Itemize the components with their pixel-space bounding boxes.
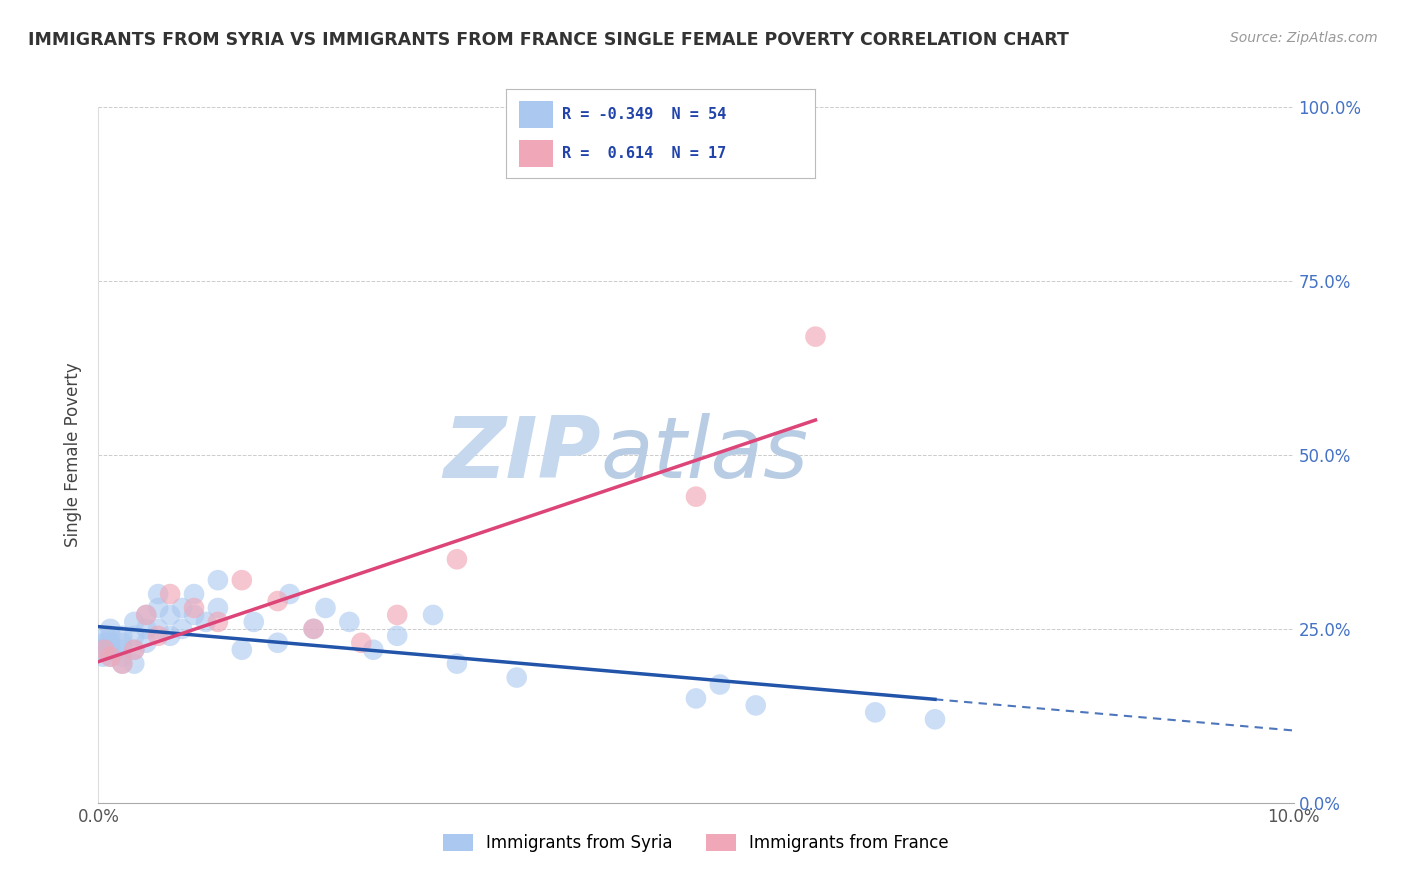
- Point: [124, 642, 146, 657]
- Point: [446, 552, 468, 566]
- Point: [302, 622, 325, 636]
- Point: [111, 649, 134, 664]
- Point: [111, 642, 134, 657]
- Point: [506, 671, 529, 685]
- Point: [94, 642, 117, 657]
- Point: [207, 615, 229, 629]
- Point: [111, 629, 134, 643]
- Point: [207, 573, 229, 587]
- Point: [195, 615, 218, 629]
- Point: [924, 712, 946, 726]
- Point: [315, 601, 337, 615]
- Point: [422, 607, 444, 622]
- Point: [865, 706, 887, 720]
- Point: [231, 573, 253, 587]
- Point: [385, 607, 409, 622]
- Point: [172, 601, 194, 615]
- Point: [350, 636, 373, 650]
- Text: ZIP: ZIP: [443, 413, 600, 497]
- Point: [148, 629, 170, 643]
- Point: [183, 607, 205, 622]
- Point: [172, 622, 194, 636]
- Point: [135, 636, 157, 650]
- Point: [159, 587, 181, 601]
- Point: [159, 629, 181, 643]
- Legend: Immigrants from Syria, Immigrants from France: Immigrants from Syria, Immigrants from F…: [434, 826, 957, 861]
- Point: [148, 622, 170, 636]
- Point: [148, 601, 170, 615]
- Text: R = -0.349  N = 54: R = -0.349 N = 54: [562, 107, 725, 121]
- Point: [159, 607, 181, 622]
- Point: [709, 677, 731, 691]
- Bar: [519, 101, 553, 128]
- Point: [97, 636, 120, 650]
- Point: [183, 587, 205, 601]
- Point: [100, 622, 122, 636]
- Point: [135, 622, 157, 636]
- Text: atlas: atlas: [600, 413, 808, 497]
- Point: [111, 657, 134, 671]
- Point: [98, 642, 121, 657]
- Point: [385, 629, 409, 643]
- Point: [124, 642, 146, 657]
- Point: [100, 649, 122, 664]
- Point: [135, 607, 157, 622]
- Point: [278, 587, 301, 601]
- Point: [302, 622, 325, 636]
- Point: [111, 636, 134, 650]
- Point: [135, 607, 157, 622]
- Point: [243, 615, 266, 629]
- Point: [100, 636, 122, 650]
- Point: [100, 649, 122, 664]
- Point: [267, 594, 290, 608]
- Point: [267, 636, 290, 650]
- Point: [91, 642, 114, 657]
- Point: [124, 657, 146, 671]
- Point: [339, 615, 360, 629]
- Point: [745, 698, 768, 713]
- Point: [93, 642, 115, 657]
- Point: [685, 490, 707, 504]
- Text: Source: ZipAtlas.com: Source: ZipAtlas.com: [1230, 31, 1378, 45]
- Y-axis label: Single Female Poverty: Single Female Poverty: [65, 363, 83, 547]
- Point: [804, 329, 827, 343]
- Point: [100, 642, 122, 657]
- Point: [91, 649, 114, 664]
- Text: IMMIGRANTS FROM SYRIA VS IMMIGRANTS FROM FRANCE SINGLE FEMALE POVERTY CORRELATIO: IMMIGRANTS FROM SYRIA VS IMMIGRANTS FROM…: [28, 31, 1069, 49]
- Point: [685, 691, 707, 706]
- Point: [93, 636, 115, 650]
- Point: [124, 629, 146, 643]
- Point: [207, 601, 229, 615]
- Point: [124, 615, 146, 629]
- Bar: [519, 140, 553, 167]
- Point: [148, 587, 170, 601]
- Point: [363, 642, 385, 657]
- Point: [183, 601, 205, 615]
- Point: [231, 642, 253, 657]
- Point: [96, 629, 118, 643]
- Point: [100, 629, 122, 643]
- Point: [111, 657, 134, 671]
- Point: [446, 657, 468, 671]
- Text: R =  0.614  N = 17: R = 0.614 N = 17: [562, 146, 725, 161]
